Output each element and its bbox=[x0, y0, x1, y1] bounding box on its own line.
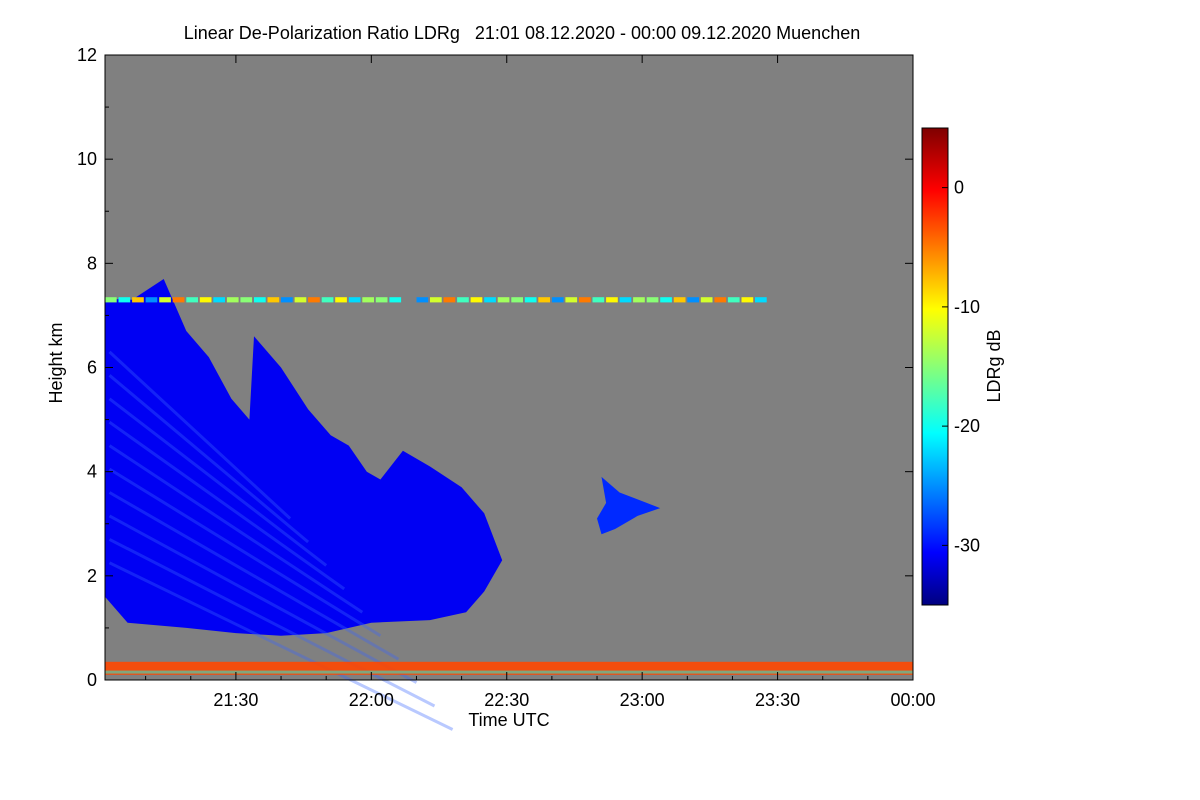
upper-band-segment bbox=[321, 297, 334, 303]
y-axis: 0 2 4 6 8 10 12 bbox=[77, 45, 913, 690]
upper-band-segment bbox=[335, 297, 347, 303]
precip-streak bbox=[108, 350, 292, 520]
upper-band-segment bbox=[254, 297, 266, 303]
upper-band-segment bbox=[199, 297, 212, 303]
region-ground-clutter-lower bbox=[105, 670, 913, 674]
region-main-streaks bbox=[108, 350, 454, 731]
upper-band-segment bbox=[551, 297, 564, 303]
upper-band-segment bbox=[524, 297, 537, 303]
upper-band-segment bbox=[673, 297, 686, 303]
upper-band-segment bbox=[660, 297, 672, 303]
upper-band-segment bbox=[470, 297, 483, 303]
upper-band-segment bbox=[511, 297, 523, 303]
upper-band-segment bbox=[687, 297, 699, 303]
x-tick-label: 00:00 bbox=[890, 690, 935, 710]
colorbar-tick-label: -30 bbox=[954, 535, 980, 555]
precip-streak bbox=[108, 561, 454, 731]
upper-band-segment bbox=[348, 297, 361, 303]
colorbar-ticks: 0 -10 -20 -30 bbox=[942, 178, 980, 555]
y-tick-label: 10 bbox=[77, 149, 97, 169]
region-isolated-cloud bbox=[597, 476, 661, 535]
upper-band-segment bbox=[226, 297, 239, 303]
upper-band-segment bbox=[484, 297, 496, 303]
precip-streak bbox=[108, 514, 418, 684]
upper-band-segment bbox=[443, 297, 456, 303]
upper-band-segment bbox=[389, 297, 402, 303]
upper-band-segment bbox=[213, 297, 225, 303]
upper-band-segment bbox=[267, 297, 280, 303]
upper-band-segment bbox=[416, 297, 429, 303]
upper-band-segment bbox=[538, 297, 550, 303]
upper-band-segment bbox=[430, 297, 442, 303]
x-tick-label: 23:00 bbox=[620, 690, 665, 710]
colorbar-tick-label: -10 bbox=[954, 297, 980, 317]
upper-band-segment bbox=[362, 297, 374, 303]
upper-band-segment bbox=[132, 297, 144, 303]
precip-streak bbox=[108, 491, 400, 661]
colorbar-label: LDRg dB bbox=[984, 329, 1004, 402]
precip-streak bbox=[108, 374, 310, 544]
data-regions bbox=[105, 279, 913, 731]
x-tick-label: 22:00 bbox=[349, 690, 394, 710]
upper-band-segment bbox=[755, 297, 767, 303]
plot-area bbox=[104, 54, 914, 731]
colorbar-gradient bbox=[921, 127, 949, 606]
upper-band-segment bbox=[619, 297, 632, 303]
upper-band-segment bbox=[294, 297, 307, 303]
colorbar-tick-label: -20 bbox=[954, 416, 980, 436]
upper-band-segment bbox=[700, 297, 713, 303]
x-tick-label: 21:30 bbox=[213, 690, 258, 710]
precip-streak bbox=[108, 397, 328, 567]
y-tick-label: 12 bbox=[77, 45, 97, 65]
region-upper-band bbox=[105, 297, 767, 303]
upper-band-segment bbox=[714, 297, 727, 303]
precip-streak bbox=[108, 538, 436, 708]
precip-streak bbox=[108, 420, 346, 591]
upper-band-segment bbox=[579, 297, 591, 303]
x-tick-label: 22:30 bbox=[484, 690, 529, 710]
upper-band-segment bbox=[281, 297, 293, 303]
upper-band-segment bbox=[497, 297, 510, 303]
upper-band-segment bbox=[308, 297, 320, 303]
upper-band-segment bbox=[118, 297, 131, 303]
precip-streak bbox=[108, 467, 382, 637]
precip-streak bbox=[108, 444, 364, 614]
upper-band-segment bbox=[727, 297, 740, 303]
y-axis-label: Height km bbox=[46, 322, 66, 403]
upper-band-segment bbox=[633, 297, 645, 303]
upper-band-segment bbox=[240, 297, 253, 303]
upper-band-segment bbox=[646, 297, 659, 303]
upper-band-segment bbox=[741, 297, 754, 303]
y-tick-label: 8 bbox=[87, 253, 97, 273]
x-axis: 21:30 22:00 22:30 23:00 23:30 00:00 bbox=[145, 55, 936, 710]
upper-band-segment bbox=[592, 297, 605, 303]
upper-band-segment bbox=[105, 297, 117, 303]
upper-band-segment bbox=[145, 297, 158, 303]
upper-band-segment bbox=[457, 297, 469, 303]
y-tick-label: 2 bbox=[87, 566, 97, 586]
upper-band-segment bbox=[159, 297, 171, 303]
chart-title: Linear De-Polarization Ratio LDRg 21:01 … bbox=[184, 23, 860, 43]
y-tick-label: 4 bbox=[87, 462, 97, 482]
upper-band-segment bbox=[565, 297, 578, 303]
x-tick-label: 23:30 bbox=[755, 690, 800, 710]
upper-band-segment bbox=[172, 297, 185, 303]
x-axis-label: Time UTC bbox=[468, 710, 549, 730]
colorbar-tick-label: 0 bbox=[954, 178, 964, 198]
upper-band-segment bbox=[186, 297, 198, 303]
colorbar: 0 -10 -20 -30 LDRg dB bbox=[921, 127, 1004, 606]
y-tick-label: 0 bbox=[87, 670, 97, 690]
region-main-precipitation bbox=[105, 279, 503, 636]
y-tick-label: 6 bbox=[87, 358, 97, 378]
upper-band-segment bbox=[606, 297, 618, 303]
upper-band-segment bbox=[375, 297, 388, 303]
